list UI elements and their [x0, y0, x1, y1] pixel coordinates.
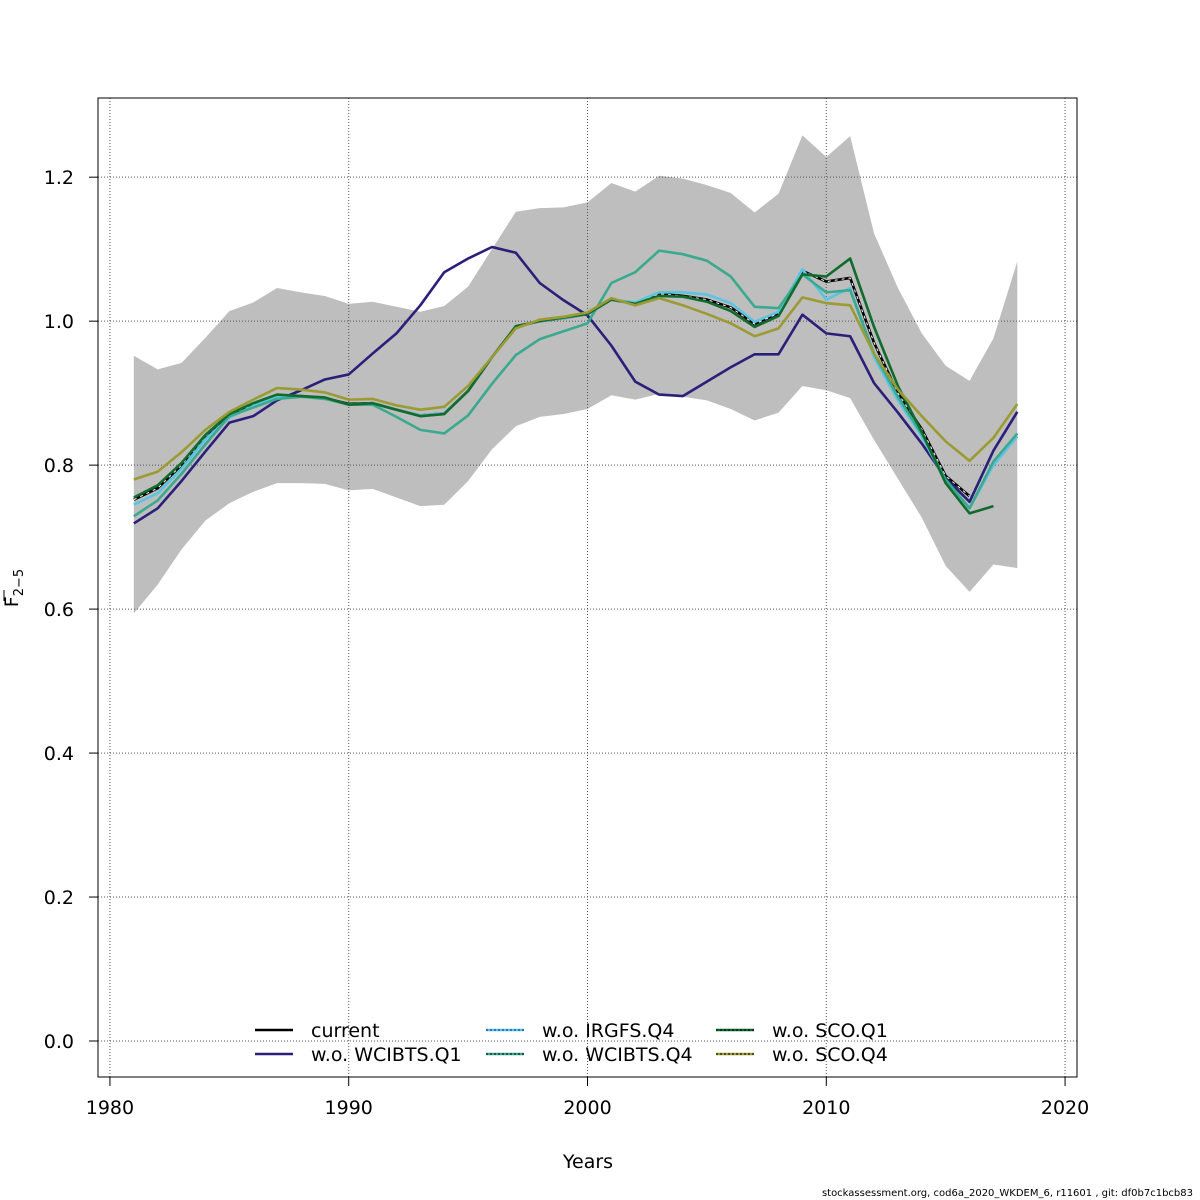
x-tick-label: 2020 — [1041, 1097, 1089, 1119]
legend-label: current — [311, 1020, 380, 1042]
x-tick-label: 2000 — [563, 1097, 611, 1119]
x-tick-label: 1990 — [325, 1097, 373, 1119]
legend-label: w.o. SCO.Q1 — [772, 1020, 888, 1042]
confidence-band — [133, 135, 1018, 614]
x-axis-title: Years — [562, 1151, 613, 1173]
x-tick-label: 2010 — [802, 1097, 850, 1119]
legend-label: w.o. IRGFS.Q4 — [542, 1020, 674, 1042]
grid-layer — [98, 98, 1077, 1077]
y-axis-title: F2−5 — [1, 569, 27, 607]
y-tick-label: 0.4 — [44, 743, 74, 765]
y-axis-title-subscript: 2−5 — [12, 569, 27, 596]
legend-label: w.o. SCO.Q4 — [772, 1044, 888, 1066]
y-tick-label: 1.2 — [44, 167, 74, 189]
y-tick-label: 1.0 — [44, 311, 74, 333]
legend-label: w.o. WCIBTS.Q1 — [311, 1044, 462, 1066]
footer-credit: stockassessment.org, cod6a_2020_WKDEM_6,… — [822, 1188, 1193, 1199]
y-tick-label: 0.0 — [44, 1031, 74, 1053]
legend-label: w.o. WCIBTS.Q4 — [542, 1044, 693, 1066]
y-tick-label: 0.8 — [44, 455, 74, 477]
axis-layer: 1980 1990 2000 2010 2020 0.0 0.2 0.4 0.6 0.8 1.0 1.… — [44, 97, 1089, 1119]
series-layer — [133, 245, 1019, 525]
series-line-5 — [133, 296, 1019, 481]
confidence-band-layer — [133, 135, 1018, 614]
x-tick-label: 1980 — [86, 1097, 134, 1119]
y-axis-title-main: F — [1, 596, 23, 607]
y-tick-label: 0.2 — [44, 887, 74, 909]
y-tick-label: 0.6 — [44, 599, 74, 621]
